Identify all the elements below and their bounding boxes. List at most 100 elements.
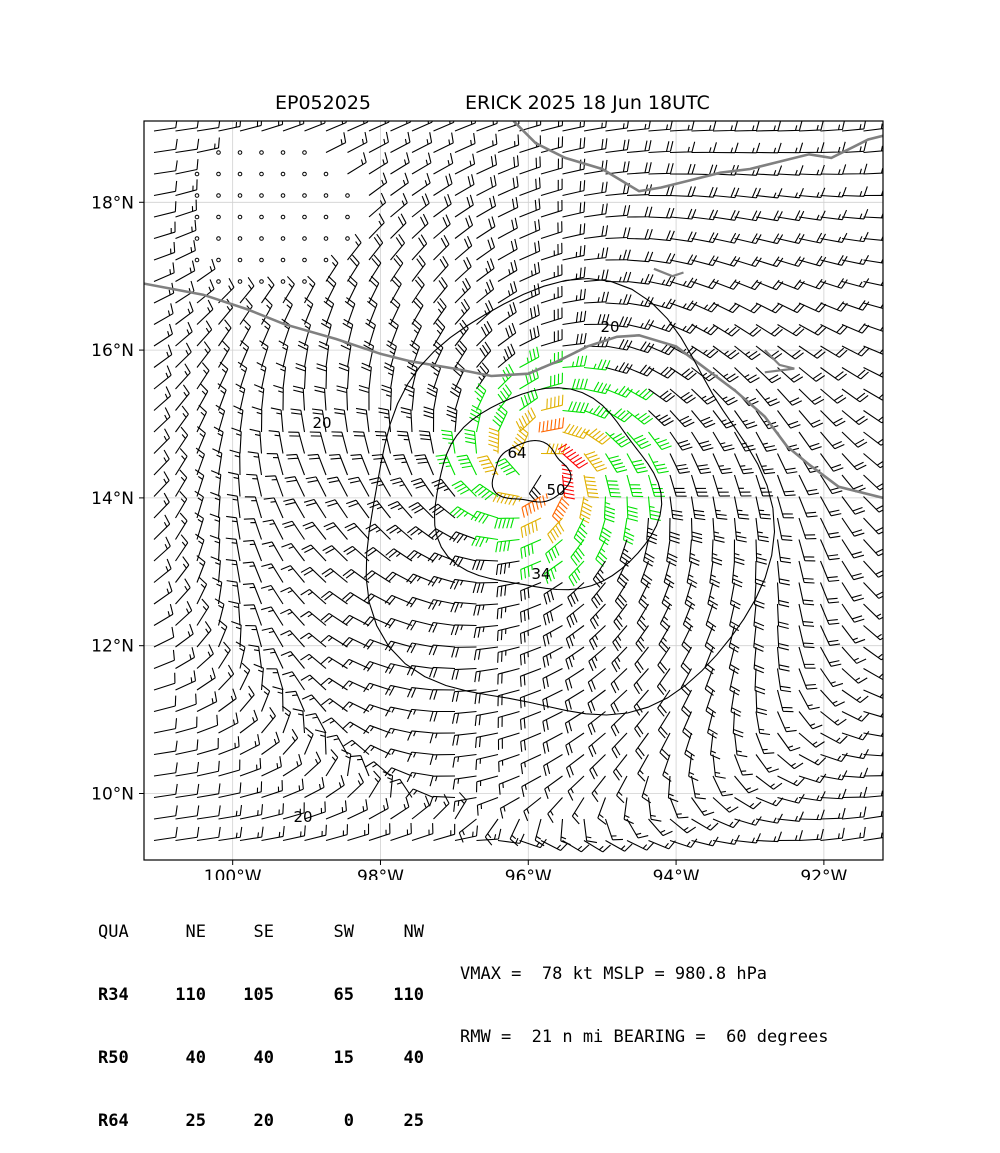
wind-barb	[347, 152, 367, 175]
wind-barb	[648, 410, 674, 427]
wind-barb	[218, 826, 243, 842]
wind-barb	[841, 625, 866, 644]
wind-barb	[820, 496, 842, 517]
wind-barb	[449, 506, 477, 519]
calm-wind-circle	[302, 150, 307, 155]
wind-barb	[820, 141, 846, 154]
wind-barb	[798, 732, 825, 748]
wind-barb	[153, 695, 177, 713]
wind-barb	[325, 254, 339, 282]
wind-barb	[214, 598, 225, 626]
wind-barb	[540, 157, 563, 175]
wind-barb	[282, 671, 305, 691]
wind-barb	[730, 689, 742, 717]
wind-barb	[175, 716, 198, 734]
wind-barb	[612, 754, 628, 781]
wind-barb	[755, 831, 782, 843]
contour-label: 20	[293, 808, 312, 826]
wind-barb	[776, 496, 794, 519]
wind-barb	[374, 430, 392, 454]
wind-barb	[798, 164, 825, 176]
wind-barb	[368, 192, 387, 218]
wind-barb	[515, 407, 537, 433]
wind-barb	[777, 453, 798, 474]
wind-barb	[605, 338, 633, 351]
wind-barb	[153, 407, 171, 433]
wind-barb	[384, 663, 413, 674]
wind-barb	[433, 297, 447, 325]
wind-barb	[343, 739, 370, 755]
wind-barb	[562, 401, 589, 414]
wind-barb	[583, 247, 609, 261]
wind-barb	[239, 277, 255, 304]
wind-barb	[734, 324, 762, 337]
wind-barb	[612, 625, 628, 652]
wind-barb	[153, 581, 173, 605]
wind-barb	[863, 790, 883, 799]
wind-barb	[384, 767, 413, 777]
radii-se: 40	[253, 1048, 274, 1068]
wind-barb	[798, 496, 818, 518]
wind-barb	[473, 624, 499, 639]
radii-ne: 25	[185, 1111, 206, 1131]
wind-barb	[820, 711, 847, 726]
wind-barb	[647, 797, 662, 822]
wind-barb	[562, 244, 586, 261]
wind-barb	[623, 797, 634, 825]
wind-barb	[542, 625, 563, 647]
wind-barb	[841, 121, 867, 132]
calm-wind-circle	[302, 279, 307, 284]
wind-barb	[684, 732, 695, 761]
wind-barb	[300, 653, 327, 669]
wind-barb	[280, 650, 305, 669]
wind-barb	[520, 754, 542, 775]
wind-barb	[819, 582, 840, 604]
wind-barb	[589, 603, 606, 630]
calm-wind-circle	[323, 236, 329, 241]
wind-barb	[285, 690, 306, 712]
wind-barb	[243, 518, 263, 540]
wind-barb	[669, 838, 698, 848]
wind-barb	[454, 215, 474, 239]
calm-wind-circle	[259, 150, 264, 155]
wind-barb	[253, 663, 264, 691]
wind-barb	[497, 667, 520, 685]
wind-barb	[407, 730, 434, 741]
wind-barb	[316, 363, 328, 390]
wind-barb	[589, 754, 606, 780]
wind-barb	[863, 625, 883, 641]
wind-barb	[228, 471, 241, 497]
wind-barb	[368, 798, 389, 820]
wind-barb	[712, 797, 739, 813]
wind-barb	[841, 141, 867, 154]
wind-barb	[841, 278, 870, 288]
wind-barb	[798, 625, 815, 649]
wind-barb	[841, 806, 867, 820]
wind-barb	[798, 232, 827, 244]
wind-barb	[363, 593, 391, 605]
wind-barb	[282, 728, 299, 755]
wind-barb	[688, 754, 699, 782]
wind-barb	[712, 517, 725, 543]
wind-barb	[798, 345, 826, 359]
wind-barb	[712, 324, 740, 337]
wind-barb	[194, 512, 204, 540]
wind-barb	[390, 823, 412, 842]
wind-barb	[605, 205, 631, 218]
wind-barb	[633, 689, 649, 716]
wind-barb	[368, 131, 389, 153]
wind-barb	[519, 156, 541, 175]
wind-barb	[336, 385, 349, 411]
wind-barb	[218, 340, 230, 368]
wind-barb	[261, 756, 282, 777]
wind-barb	[363, 704, 391, 714]
wind-barb	[497, 238, 518, 261]
wind-barb	[755, 754, 779, 773]
wind-barb	[841, 603, 865, 623]
wind-barb	[396, 430, 413, 454]
wind-barb	[540, 443, 567, 455]
lat-lon-grid	[144, 121, 883, 860]
wind-barb	[669, 254, 698, 266]
wind-barb	[755, 474, 774, 497]
wind-barb	[691, 410, 716, 428]
